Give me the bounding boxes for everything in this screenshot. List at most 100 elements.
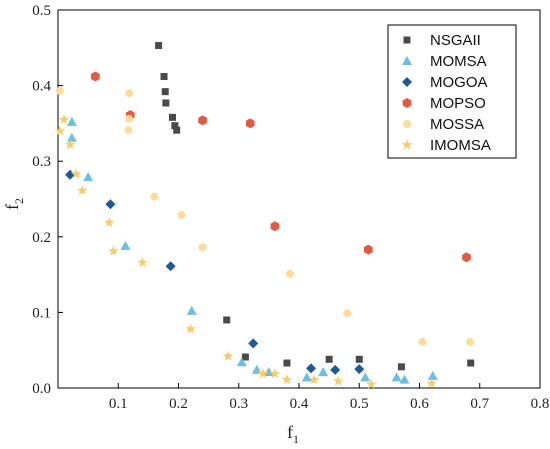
point-imomsa <box>54 125 66 136</box>
point-nsgaii <box>171 122 179 130</box>
legend-marker-mossa <box>403 120 411 128</box>
legend-box <box>387 24 517 159</box>
point-imomsa <box>108 245 119 256</box>
legend-marker-mogoa <box>402 77 412 87</box>
legend-marker-momsa <box>402 56 412 65</box>
point-mossa <box>418 337 427 346</box>
point-mogoa <box>330 364 341 375</box>
x-axis-ticks: 0.1 0.2 0.3 0.4 0.5 0.6 0.7 0.8 <box>109 383 549 412</box>
point-nsgaii <box>155 42 163 50</box>
point-imomsa <box>257 368 269 379</box>
x-axis-title: f1 <box>287 422 299 446</box>
point-nsgaii <box>162 99 170 107</box>
y-axis-title-main: f <box>2 204 22 210</box>
point-imomsa <box>76 185 88 196</box>
x-tick-label: 0.6 <box>410 396 429 412</box>
point-momsa <box>251 364 262 374</box>
x-tick-label: 0.3 <box>229 396 248 412</box>
point-imomsa <box>222 350 234 361</box>
x-tick-label: 0.2 <box>169 396 188 412</box>
y-axis-ticks: 0.0 0.1 0.2 0.3 0.4 0.5 <box>32 3 63 397</box>
point-momsa <box>236 357 247 367</box>
y-tick-label: 0.0 <box>32 381 51 397</box>
point-mogoa <box>65 169 76 180</box>
point-imomsa <box>137 257 148 267</box>
legend-marker-mopso <box>402 98 412 108</box>
point-nsgaii <box>173 126 181 134</box>
point-nsgaii <box>283 359 291 367</box>
y-tick-label: 0.1 <box>32 305 51 321</box>
data-points <box>54 42 475 389</box>
y-axis-title-sub: 2 <box>12 198 26 204</box>
point-imomsa <box>332 375 344 386</box>
point-mogoa <box>354 364 365 375</box>
point-momsa <box>427 370 438 380</box>
legend-label-nsgaii: NSGAII <box>430 32 481 49</box>
point-nsgaii <box>223 316 231 324</box>
point-mossa <box>466 337 475 346</box>
point-mopso <box>363 244 373 255</box>
point-momsa <box>301 372 312 382</box>
legend-marker-imomsa <box>401 139 413 150</box>
point-mossa <box>198 243 207 252</box>
point-mossa <box>125 114 134 123</box>
y-tick-label: 0.2 <box>32 230 51 246</box>
point-mossa <box>285 269 294 278</box>
legend-label-mogoa: MOGOA <box>430 74 488 91</box>
point-imomsa <box>426 377 437 388</box>
point-nsgaii <box>241 353 249 361</box>
x-tick-label: 0.1 <box>109 396 128 412</box>
point-nsgaii <box>397 363 405 371</box>
point-mossa <box>177 210 186 219</box>
point-mossa <box>150 192 159 201</box>
legend-label-mossa: MOSSA <box>430 116 484 133</box>
point-momsa <box>120 240 131 250</box>
legend-label-mopso: MOPSO <box>430 95 486 112</box>
point-nsgaii <box>161 88 169 96</box>
point-mogoa <box>248 338 259 349</box>
point-momsa <box>318 367 329 377</box>
legend: NSGAII MOMSA MOGOA MOPSO MOSSA IMOMSA <box>387 24 517 159</box>
legend-label-imomsa: IMOMSA <box>430 137 491 154</box>
point-imomsa <box>366 378 377 389</box>
point-nsgaii <box>355 355 363 363</box>
point-imomsa <box>70 168 82 179</box>
x-tick-label: 0.5 <box>350 396 369 412</box>
point-mossa <box>55 86 64 95</box>
y-tick-label: 0.4 <box>32 79 51 95</box>
point-mogoa <box>306 363 317 374</box>
point-nsgaii <box>160 73 168 81</box>
point-mopso <box>270 221 280 232</box>
point-momsa <box>66 132 77 142</box>
point-mopso <box>462 252 471 263</box>
point-imomsa <box>281 374 293 385</box>
point-imomsa <box>64 139 76 150</box>
point-imomsa <box>103 216 115 227</box>
point-momsa <box>66 116 77 126</box>
x-axis-title-sub: 1 <box>293 432 299 446</box>
y-axis-title: f2 <box>2 198 26 210</box>
point-momsa <box>360 372 371 382</box>
point-nsgaii <box>168 113 176 121</box>
legend-marker-nsgaii <box>403 36 411 44</box>
point-mogoa <box>165 261 176 272</box>
point-momsa <box>391 372 402 382</box>
point-momsa <box>399 374 410 384</box>
point-mossa <box>343 309 352 318</box>
point-mossa <box>125 89 134 98</box>
point-momsa <box>263 367 274 377</box>
point-momsa <box>186 305 197 315</box>
point-imomsa <box>269 368 281 379</box>
legend-label-momsa: MOMSA <box>430 53 487 70</box>
x-tick-label: 0.7 <box>470 396 489 412</box>
point-nsgaii <box>467 359 475 367</box>
point-mossa <box>124 126 133 135</box>
point-imomsa <box>185 323 196 334</box>
y-tick-label: 0.5 <box>32 3 51 19</box>
y-tick-label: 0.3 <box>32 154 51 170</box>
point-nsgaii <box>325 355 333 363</box>
point-momsa <box>83 172 94 182</box>
point-imomsa <box>308 374 320 385</box>
point-imomsa <box>58 114 70 125</box>
